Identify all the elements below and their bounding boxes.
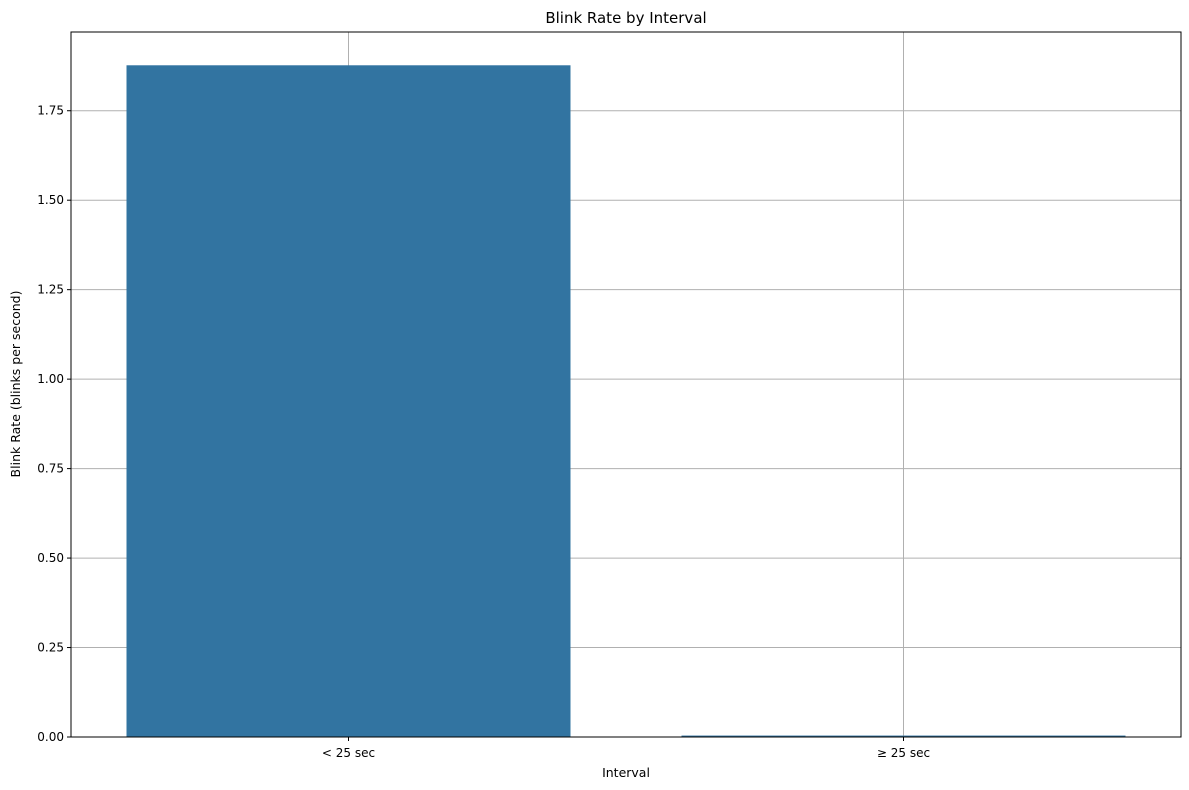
y-tick-label: 1.00	[37, 372, 64, 386]
bars	[126, 65, 1126, 737]
y-tick-label: 0.50	[37, 551, 64, 565]
y-tick-label: 1.50	[37, 193, 64, 207]
y-tick-label: 0.25	[37, 641, 64, 655]
bar	[681, 735, 1126, 737]
axis-ticks: 0.00 0.25 0.50 0.75 1.00 1.25 1.50 1.75 < 25 sec…	[37, 104, 930, 760]
x-tick-label: < 25 sec	[322, 746, 375, 760]
y-tick-label: 0.00	[37, 730, 64, 744]
x-tick-label: ≥ 25 sec	[877, 746, 930, 760]
chart-title: Blink Rate by Interval	[545, 9, 706, 27]
plot-area-frame	[70, 31, 1182, 738]
bar	[126, 65, 571, 737]
y-tick-label: 1.25	[37, 283, 64, 297]
y-tick-label: 1.75	[37, 104, 64, 118]
y-tick-label: 0.75	[37, 462, 64, 476]
y-axis-label: Blink Rate (blinks per second)	[8, 291, 23, 478]
x-axis-label: Interval	[602, 765, 650, 780]
